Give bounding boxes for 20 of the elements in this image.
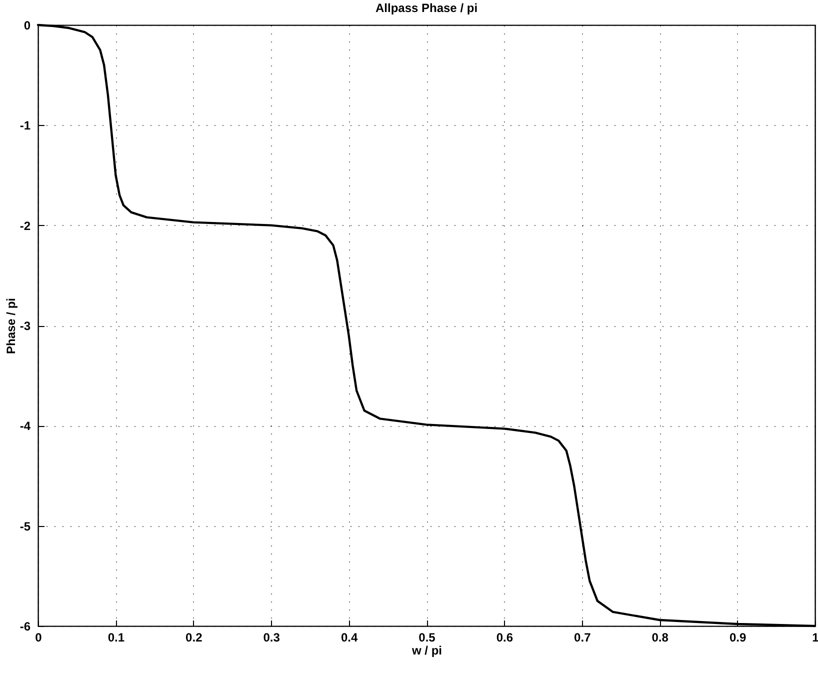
x-tick-label: 0.7: [574, 630, 592, 644]
chart-title: Allpass Phase / pi: [375, 1, 478, 15]
x-tick-label: 0.2: [186, 630, 203, 644]
y-tick-label: -2: [20, 218, 31, 233]
y-axis-title: Phase / pi: [4, 298, 18, 354]
x-tick-label: 0.1: [108, 630, 125, 644]
y-tick-label: -1: [20, 118, 31, 133]
x-tick-label: 0.3: [263, 630, 280, 644]
x-axis-title: w / pi: [411, 644, 442, 658]
x-tick-label: 0.8: [652, 630, 669, 644]
x-tick-label: 0.5: [418, 630, 436, 644]
x-tick-label: 0.4: [340, 630, 358, 644]
x-tick-label: 0.9: [729, 630, 746, 644]
y-tick-label: -5: [20, 519, 31, 534]
y-tick-label: -3: [20, 319, 31, 333]
y-tick-label: 0: [24, 18, 31, 32]
x-tick-label: 0: [35, 630, 42, 644]
x-tick-label: 0.6: [496, 630, 514, 644]
y-tick-label: -4: [20, 419, 31, 434]
y-tick-label: -6: [20, 620, 31, 634]
